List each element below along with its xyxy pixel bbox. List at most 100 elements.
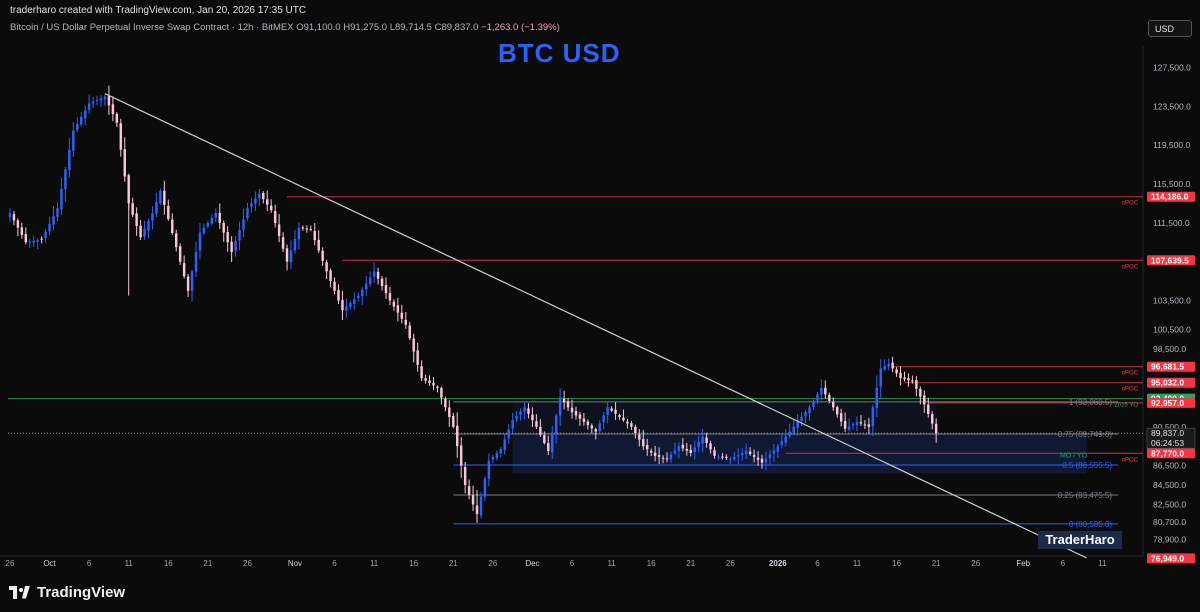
candle-body — [733, 456, 736, 460]
candle-body — [123, 149, 126, 177]
y-tick-label: 115,500.0 — [1153, 179, 1190, 189]
candle-body — [634, 426, 637, 434]
candle-body — [281, 237, 285, 249]
candle-body — [349, 302, 352, 307]
candle-body — [713, 450, 716, 456]
candle-body — [72, 130, 75, 151]
candle-body — [721, 456, 724, 458]
currency-button[interactable]: USD — [1148, 20, 1192, 37]
price-tag-label: 114,186.0 — [1151, 192, 1189, 202]
x-tick-label: 6 — [1061, 559, 1066, 568]
candle-body — [495, 452, 499, 459]
price-tag-bg — [1147, 191, 1195, 202]
candle-body — [669, 454, 673, 460]
candle-body — [459, 445, 463, 466]
candle-body — [20, 227, 24, 235]
y-tick-label: 100,500.0 — [1153, 325, 1191, 335]
candle-body — [186, 276, 190, 291]
price-tag-bg — [1147, 448, 1195, 459]
candle-body — [847, 426, 851, 430]
x-tick-label: 11 — [853, 559, 862, 568]
candle-body — [598, 423, 601, 432]
candle-body — [408, 325, 411, 339]
price-tag-label: 107,639.5 — [1151, 255, 1189, 265]
price-axis[interactable]: 127,500.0 123,500.0 119,500.0 115,500.0 111,… — [1153, 62, 1191, 544]
fib-label: 0.5 (86,555.5) — [1062, 461, 1112, 470]
lower-range-zone — [512, 434, 1087, 474]
price-tag-label: 92,957.0 — [1151, 398, 1184, 408]
candle-body — [622, 417, 625, 421]
x-tick-label: 21 — [932, 559, 941, 568]
candle-body — [487, 460, 491, 479]
candle-body — [709, 443, 712, 450]
candle-body — [772, 450, 776, 454]
x-tick-label: 6 — [332, 559, 337, 568]
candle-body — [119, 123, 123, 150]
candle-body — [578, 414, 582, 419]
last-price-label: 89,837.0 — [1151, 428, 1184, 438]
candle-body — [594, 429, 597, 432]
y-tick-label: 103,500.0 — [1153, 296, 1191, 306]
footer-bar — [0, 576, 1200, 612]
candle-body — [934, 423, 938, 434]
candle-body — [440, 388, 443, 398]
candle-body — [432, 382, 435, 386]
candle-body — [368, 277, 372, 285]
candle-body — [491, 456, 495, 460]
candle-body — [717, 456, 720, 458]
candle-body — [218, 212, 221, 223]
candle-body — [630, 423, 633, 427]
candle-body — [705, 437, 708, 443]
candle-body — [103, 96, 107, 100]
candle-body — [36, 240, 39, 242]
last-price-tag-bg — [1146, 427, 1196, 449]
candle-body — [52, 216, 55, 225]
candlesticks — [8, 85, 938, 523]
candle-body — [816, 394, 819, 401]
candle-body — [645, 445, 649, 450]
candle-body — [285, 248, 289, 262]
candle-body — [479, 496, 483, 516]
candle-body — [416, 350, 419, 365]
close-value: C89,837.0 — [434, 22, 479, 33]
candle-body — [155, 201, 158, 214]
candle-body — [76, 123, 79, 130]
mo-yo-label: MO / YO — [1060, 452, 1088, 459]
candle-body — [729, 458, 732, 460]
range-zones — [512, 400, 1087, 474]
candle-body — [551, 433, 554, 453]
x-tick-label: 26 — [243, 559, 252, 568]
candle-body — [297, 227, 301, 240]
candle-body — [586, 421, 590, 426]
trendline[interactable] — [104, 93, 1087, 559]
candle-body — [301, 227, 305, 229]
candle-body — [242, 219, 245, 230]
candle-body — [404, 319, 408, 325]
y-tick-label: 98,500.0 — [1153, 344, 1186, 354]
candle-body — [127, 175, 130, 204]
y-tick-label: 78,900.0 — [1153, 534, 1186, 544]
time-axis[interactable]: 26 Oct 6 11 16 21 26 Nov 6 11 16 21 26 Dec 6 11 16 21 26 20… — [6, 559, 1108, 568]
candle-body — [685, 448, 689, 451]
candle-body — [515, 415, 518, 420]
y-tick-label: 90,500.0 — [1153, 422, 1186, 432]
horizontal-levels: nPOC nPOC nPOC nPOC 2025 YO nPOC MO / YO — [8, 196, 1143, 463]
candle-body — [507, 429, 510, 439]
x-tick-label: Dec — [525, 559, 539, 568]
x-tick-label: 16 — [409, 559, 418, 568]
credit-line: traderharo created with TradingView.com,… — [10, 5, 307, 16]
y-tick-label: 123,500.0 — [1153, 101, 1191, 111]
candle-body — [740, 452, 744, 456]
candle-body — [792, 426, 795, 433]
candle-body — [361, 289, 364, 297]
x-tick-label: Feb — [1016, 559, 1030, 568]
candle-body — [444, 398, 447, 408]
level-tag: nPOC — [1122, 371, 1139, 377]
candle-body — [618, 415, 621, 418]
candle-body — [68, 149, 71, 171]
candle-body — [653, 452, 657, 456]
candle-body — [333, 281, 336, 291]
candle-body — [48, 223, 51, 232]
tradingview-logo[interactable]: TradingView — [9, 584, 125, 601]
